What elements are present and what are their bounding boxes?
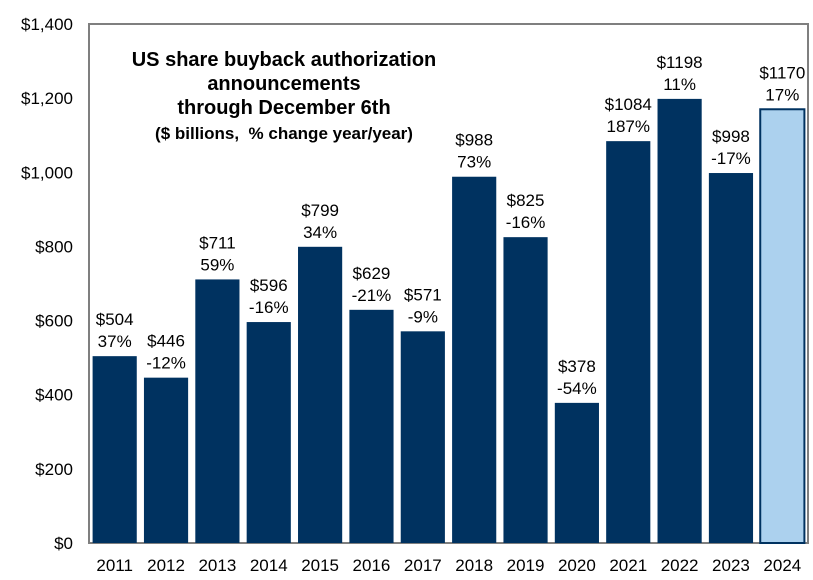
value-label-2018: $988 bbox=[455, 131, 493, 150]
bar-2013 bbox=[195, 279, 240, 543]
title-line-3: through December 6th bbox=[177, 97, 390, 119]
pct-label-2024: 17% bbox=[765, 85, 799, 104]
data-labels: $504 37% $446 -12% $711 59% $596 -16% $799 34% $62… bbox=[96, 53, 806, 398]
x-tick-label: 2011 bbox=[96, 556, 133, 575]
pct-label-2017: -9% bbox=[408, 307, 438, 326]
x-tick-label: 2021 bbox=[609, 556, 647, 575]
x-tick-label: 2018 bbox=[455, 556, 493, 575]
bar-2022 bbox=[657, 98, 702, 544]
bar-2011 bbox=[92, 356, 137, 543]
y-axis: $0 $200 $400 $600 $800 $1,000 $1,200 $1,400 bbox=[21, 15, 73, 553]
pct-label-2023: -17% bbox=[711, 149, 751, 168]
bar-2017 bbox=[400, 331, 445, 543]
y-tick-label: $1,200 bbox=[21, 89, 73, 108]
value-label-2011: $504 bbox=[96, 310, 134, 329]
title-line-2: announcements bbox=[207, 73, 360, 95]
value-label-2019: $825 bbox=[507, 191, 545, 210]
bar-2012 bbox=[143, 377, 189, 543]
pct-label-2021: 187% bbox=[607, 117, 650, 136]
value-label-2017: $571 bbox=[404, 285, 442, 304]
pct-label-2015: 34% bbox=[303, 223, 337, 242]
value-label-2023: $998 bbox=[712, 127, 750, 146]
title-line-1: US share buyback authorization bbox=[132, 49, 437, 71]
x-tick-label: 2019 bbox=[507, 556, 545, 575]
bar-2015 bbox=[298, 246, 343, 543]
chart-subtitle: ($ billions, % change year/year) bbox=[155, 124, 413, 143]
x-tick-label: 2017 bbox=[404, 556, 442, 575]
value-label-2012: $446 bbox=[147, 332, 185, 351]
plot-area-frame bbox=[88, 23, 809, 544]
x-tick-label: 2023 bbox=[712, 556, 750, 575]
pct-label-2016: -21% bbox=[352, 286, 392, 305]
pct-label-2022: 11% bbox=[663, 75, 696, 94]
bar-2024 bbox=[759, 108, 806, 544]
y-tick-label: $1,400 bbox=[21, 15, 73, 34]
y-tick-label: $200 bbox=[35, 460, 73, 479]
x-tick-label: 2022 bbox=[661, 556, 699, 575]
value-label-2016: $629 bbox=[353, 264, 391, 283]
x-tick-label: 2024 bbox=[763, 556, 801, 575]
bar-2018 bbox=[452, 176, 497, 543]
y-tick-label: $0 bbox=[54, 534, 73, 553]
x-tick-label: 2012 bbox=[147, 556, 185, 575]
y-tick-label: $600 bbox=[35, 312, 73, 331]
bar-2020 bbox=[554, 402, 599, 543]
x-tick-label: 2015 bbox=[301, 556, 339, 575]
x-tick-label: 2014 bbox=[250, 556, 288, 575]
bar-2023 bbox=[708, 173, 754, 543]
chart-title: US share buyback authorization announcem… bbox=[132, 49, 437, 143]
pct-label-2011: 37% bbox=[98, 332, 132, 351]
value-label-2022: $1198 bbox=[657, 53, 703, 72]
y-tick-label: $800 bbox=[35, 237, 73, 256]
bar-2019 bbox=[503, 237, 548, 544]
x-tick-label: 2013 bbox=[198, 556, 236, 575]
pct-label-2014: -16% bbox=[249, 298, 289, 317]
pct-label-2019: -16% bbox=[506, 213, 546, 232]
y-tick-label: $400 bbox=[35, 386, 73, 405]
x-tick-label: 2016 bbox=[353, 556, 391, 575]
bar-2014 bbox=[246, 322, 291, 543]
value-label-2015: $799 bbox=[301, 201, 339, 220]
pct-label-2020: -54% bbox=[557, 379, 597, 398]
x-tick-label: 2020 bbox=[558, 556, 596, 575]
pct-label-2013: 59% bbox=[200, 255, 234, 274]
bar-2021 bbox=[606, 141, 651, 543]
pct-label-2012: -12% bbox=[146, 354, 186, 373]
x-axis: 2011 2012 2013 2014 2015 2016 2017 2018 2019 2020… bbox=[96, 556, 801, 575]
value-label-2024: $1170 bbox=[759, 63, 805, 82]
value-label-2021: $1084 bbox=[605, 95, 652, 114]
value-label-2014: $596 bbox=[250, 276, 288, 295]
bar-2016 bbox=[349, 309, 394, 543]
y-tick-label: $1,000 bbox=[21, 163, 73, 182]
value-label-2020: $378 bbox=[558, 357, 596, 376]
bars bbox=[92, 98, 806, 544]
pct-label-2018: 73% bbox=[457, 153, 491, 172]
value-label-2013: $711 bbox=[199, 233, 236, 252]
